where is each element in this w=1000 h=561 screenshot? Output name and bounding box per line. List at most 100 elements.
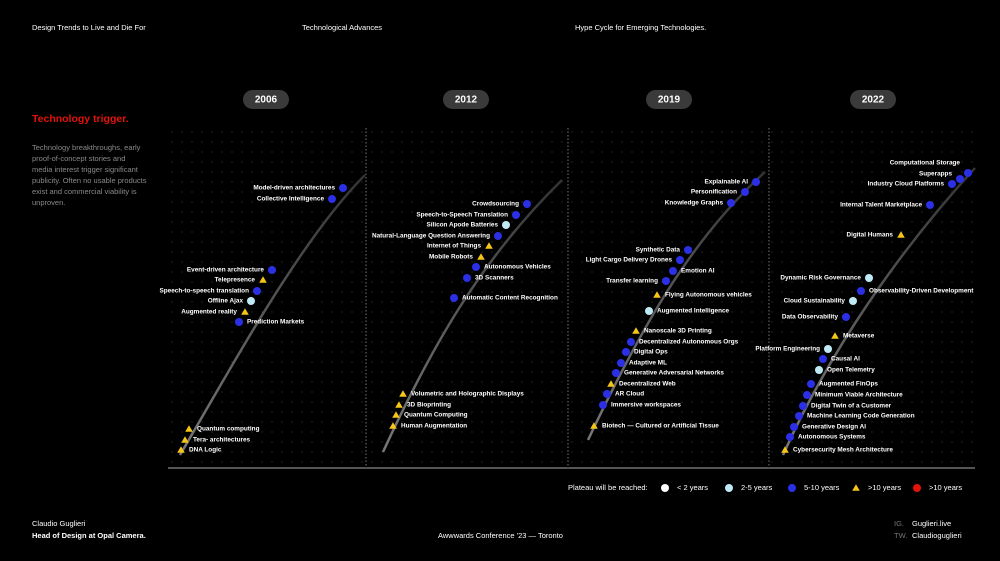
legend-marker [913, 484, 921, 492]
item-marker [645, 307, 653, 315]
tw-label: TW. [894, 531, 908, 540]
separators [365, 128, 770, 468]
item-label: Data Observability [782, 314, 839, 321]
item-label: 3D Bioprinting [407, 402, 451, 409]
item-marker [181, 436, 189, 443]
item-marker [177, 446, 185, 453]
item-marker [607, 380, 615, 387]
section-title: Technology trigger. [32, 113, 129, 125]
item-marker [964, 169, 972, 177]
year-pill [243, 90, 289, 109]
item-label: Computational Storage [890, 160, 961, 167]
item-marker [339, 184, 347, 192]
item-label: Knowledge Graphs [665, 200, 724, 207]
item-marker [831, 332, 839, 339]
item-label: Cybersecurity Mesh Architecture [793, 447, 893, 454]
item-marker [799, 402, 807, 410]
item-marker [247, 297, 255, 305]
item-label: Decentralized Web [619, 381, 676, 388]
item-marker [268, 266, 276, 274]
item-marker [235, 318, 243, 326]
item-label: Observability-Driven Development [869, 288, 974, 295]
item-marker [259, 276, 267, 283]
item-marker [477, 253, 485, 260]
item-label: Digital Ops [634, 349, 668, 356]
item-label: Prediction Markets [247, 319, 305, 326]
item-label: Quantum computing [197, 426, 260, 433]
item-marker [948, 180, 956, 188]
legend-marker [788, 484, 796, 492]
item-marker [842, 313, 850, 321]
item-label: Adaptive ML [629, 360, 667, 367]
item-marker [815, 366, 823, 374]
item-marker [485, 242, 493, 249]
item-label: Human Augmentation [401, 423, 467, 430]
item-label: DNA Logic [189, 447, 222, 454]
item-marker [599, 401, 607, 409]
nav-item: Hype Cycle for Emerging Technologies. [575, 23, 707, 32]
item-marker [512, 211, 520, 219]
item-label: Dynamic Risk Governance [780, 275, 861, 282]
item-marker [241, 308, 249, 315]
item-marker [956, 175, 964, 183]
item-marker [807, 380, 815, 388]
item-label: Tera- architectures [193, 437, 251, 444]
item-marker [684, 246, 692, 254]
item-marker [803, 391, 811, 399]
item-marker [502, 221, 510, 229]
author-name: Claudio Guglieri [32, 519, 86, 528]
item-label: Speech-to-speech translation [160, 288, 250, 295]
item-marker [185, 425, 193, 432]
item-label: Quantum Computing [404, 412, 468, 419]
item-label: Generative Design AI [802, 424, 866, 431]
item-label: Machine Learning Code Generation [807, 413, 915, 420]
item-label: Crowdsourcing [472, 201, 519, 208]
legend-marker [852, 484, 860, 491]
legend-label: 2-5 years [741, 483, 773, 492]
item-marker [781, 446, 789, 453]
nav-item: Design Trends to Live and Die For [32, 23, 146, 32]
item-label: Volumetric and Holographic Displays [411, 391, 524, 398]
item-label: Open Telemetry [827, 367, 875, 374]
item-marker [669, 267, 677, 275]
item-label: Platform Engineering [755, 346, 820, 353]
item-marker [622, 348, 630, 356]
item-label: Automatic Content Recognition [462, 295, 558, 302]
year-label: 2006 [255, 95, 278, 106]
year-pill [850, 90, 896, 109]
item-marker [328, 195, 336, 203]
item-marker [395, 401, 403, 408]
item-label: Collective Intelligence [257, 196, 325, 203]
item-marker [612, 369, 620, 377]
ig-label: IG. [894, 519, 905, 528]
item-label: AR Cloud [615, 391, 644, 398]
legend-label: < 2 years [677, 483, 708, 492]
nav-item: Technological Advances [302, 23, 383, 32]
event: Awwwards Conference '23 — Toronto [438, 531, 563, 540]
item-marker [752, 178, 760, 186]
item-marker [603, 390, 611, 398]
ig-handle: Guglieri.live [912, 519, 952, 528]
item-label: Superapps [919, 171, 952, 178]
item-label: Augmented Intelligence [657, 308, 730, 315]
item-marker [253, 287, 261, 295]
item-marker [897, 231, 905, 238]
item-label: Telepresence [215, 277, 256, 284]
legend-marker [661, 484, 669, 492]
item-marker [399, 390, 407, 397]
item-marker [392, 411, 400, 418]
item-marker [662, 277, 670, 285]
item-label: Natural-Language Question Answering [372, 233, 490, 240]
item-label: Model-driven architectures [253, 185, 335, 192]
item-label: Cloud Sustainability [784, 298, 846, 305]
item-label: Emotion AI [681, 268, 715, 275]
item-marker [741, 188, 749, 196]
item-label: Nanoscale 3D Printing [644, 328, 712, 335]
item-marker [926, 201, 934, 209]
item-marker [676, 256, 684, 264]
item-label: Decentralized Autonomous Orgs [639, 339, 739, 346]
item-label: Autonomous Systems [798, 434, 866, 441]
item-label: Explainable AI [705, 179, 749, 186]
hype-curve [381, 179, 563, 453]
